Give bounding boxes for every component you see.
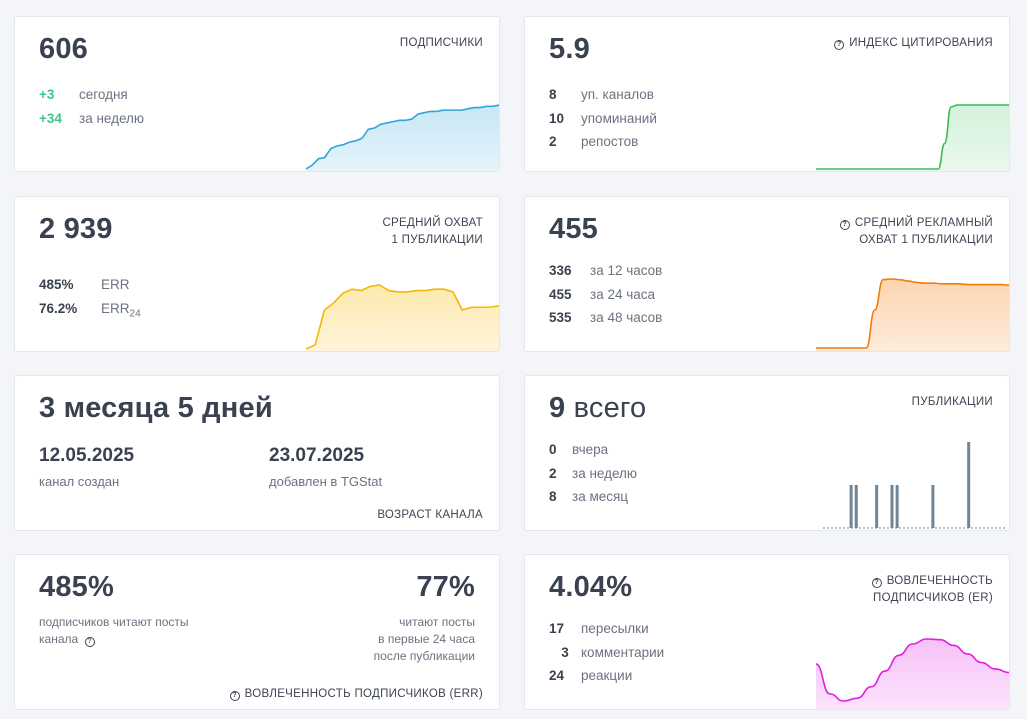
subscribers-stats: +3 сегодня +34 за неделю	[39, 87, 144, 134]
er-area-chart	[816, 638, 1009, 709]
ad-reach-area-chart	[816, 278, 1009, 351]
stat-row: 0 вчера	[549, 442, 609, 457]
citation-card[interactable]: 5.9 ? ИНДЕКС ЦИТИРОВАНИЯ 8 уп. каналов 10 у…	[524, 16, 1010, 172]
chart-bar	[854, 485, 858, 528]
err24-percent: 77%	[416, 571, 475, 603]
reach-stats: 485% ERR 76.2% ERR24	[39, 277, 141, 324]
chart-bar	[931, 485, 935, 528]
chart-bar	[967, 442, 971, 528]
stat-row: 2 за неделю	[549, 465, 638, 481]
subscribers-card[interactable]: 606 ПОДПИСЧИКИ +3 сегодня +34 за неделю	[14, 16, 500, 172]
publications-bar-chart	[823, 442, 1007, 529]
stat-row: 24 реакции	[549, 668, 633, 683]
ad-reach-card[interactable]: 455 ? СРЕДНИЙ РЕКЛАМНЫЙ ОХВАТ 1 ПУБЛИКАЦИИ…	[524, 196, 1010, 352]
created-date: 12.05.2025	[39, 445, 135, 466]
publications-label: ПУБЛИКАЦИИ	[911, 396, 993, 408]
help-icon[interactable]: ?	[229, 691, 240, 701]
stat-row: 10 упоминаний	[549, 110, 657, 126]
chart-area-fill	[816, 279, 1009, 351]
stat-row: 336 за 12 часов	[549, 263, 663, 278]
ad-reach-value: 455	[549, 213, 598, 245]
stat-row: +34 за неделю	[39, 110, 145, 126]
help-icon[interactable]: ?	[839, 220, 850, 230]
ad-reach-stats: 336 за 12 часов 455 за 24 часа 535 за 48 ча…	[549, 263, 662, 334]
channel-age-label: ВОЗРАСТ КАНАЛА	[377, 509, 483, 521]
citation-stats: 8 уп. каналов 10 упоминаний 2 репостов	[549, 87, 657, 158]
reach-label: СРЕДНИЙ ОХВАТ 1 ПУБЛИКАЦИИ	[382, 217, 483, 246]
stat-row: 2 репостов	[549, 134, 639, 149]
citation-area-chart	[816, 104, 1009, 171]
created-label: канал создан	[39, 474, 120, 489]
stat-row: +3 сегодня	[39, 87, 128, 102]
er-value: 4.04%	[549, 571, 633, 603]
publications-total: 9 всего	[549, 392, 647, 424]
added-date: 23.07.2025	[269, 445, 365, 466]
stat-row: 455 за 24 часа	[549, 286, 656, 302]
chart-bar	[849, 485, 853, 528]
chart-bar	[895, 485, 899, 528]
chart-area-fill	[306, 105, 499, 171]
publications-card[interactable]: 9 всего ПУБЛИКАЦИИ 0 вчера 2 за неделю 8 за…	[524, 375, 1010, 531]
chart-area-fill	[816, 639, 1009, 709]
chart-series-line	[816, 638, 1009, 702]
stat-row: 3 комментарии	[561, 644, 665, 660]
citation-index-value: 5.9	[549, 33, 590, 65]
stat-row: 17 пересылки	[549, 621, 649, 636]
subscribers-area-chart	[306, 104, 499, 171]
chart-area-fill	[306, 285, 499, 351]
err-label: ? ВОВЛЕЧЕННОСТЬ ПОДПИСЧИКОВ (ERR)	[229, 686, 483, 703]
chart-bar	[890, 485, 894, 528]
stat-row: 8 уп. каналов	[549, 87, 654, 102]
citation-label: ? ИНДЕКС ЦИТИРОВАНИЯ	[834, 35, 993, 52]
chart-series-line	[306, 284, 499, 350]
publications-stats: 0 вчера 2 за неделю 8 за месяц	[549, 442, 637, 513]
stat-row: 76.2% ERR24	[39, 300, 141, 320]
err-percent: 485%	[39, 571, 114, 603]
chart-series-line	[816, 278, 1009, 349]
help-icon[interactable]: ?	[84, 637, 95, 647]
er-label: ? ВОВЛЕЧЕННОСТЬ ПОДПИСЧИКОВ (ER)	[871, 575, 993, 604]
subscribers-label: ПОДПИСЧИКИ	[399, 37, 483, 49]
ad-reach-label: ? СРЕДНИЙ РЕКЛАМНЫЙ ОХВАТ 1 ПУБЛИКАЦИИ	[839, 215, 993, 249]
err-card[interactable]: 485% подписчиков читают посты канала ? 7…	[14, 554, 500, 710]
chart-series-line	[306, 104, 499, 170]
channel-age-value: 3 месяца 5 дней	[39, 392, 273, 424]
average-reach-value: 2 939	[39, 213, 113, 245]
er-card[interactable]: 4.04% ? ВОВЛЕЧЕННОСТЬ ПОДПИСЧИКОВ (ER) 17 п…	[524, 554, 1010, 710]
err-description: подписчиков читают посты канала ?	[39, 615, 189, 647]
stat-row: 485% ERR	[39, 277, 130, 292]
chart-bar	[875, 485, 879, 528]
err24-description: читают посты в первые 24 часа после публ…	[373, 615, 475, 663]
added-label: добавлен в TGStat	[269, 474, 383, 489]
channel-age-card[interactable]: 3 месяца 5 дней 12.05.2025 канал создан …	[14, 375, 500, 531]
reach-card[interactable]: 2 939 СРЕДНИЙ ОХВАТ 1 ПУБЛИКАЦИИ 485% ERR …	[14, 196, 500, 352]
help-icon[interactable]: ?	[871, 578, 882, 588]
subscribers-count: 606	[39, 33, 88, 65]
help-icon[interactable]: ?	[834, 40, 845, 50]
er-stats: 17 пересылки 3 комментарии 24 реакции	[549, 621, 664, 692]
chart-series-line	[816, 104, 1009, 170]
stat-row: 535 за 48 часов	[549, 310, 663, 325]
stat-row: 8 за месяц	[549, 489, 629, 504]
chart-area-fill	[816, 105, 1009, 171]
reach-area-chart	[306, 284, 499, 351]
